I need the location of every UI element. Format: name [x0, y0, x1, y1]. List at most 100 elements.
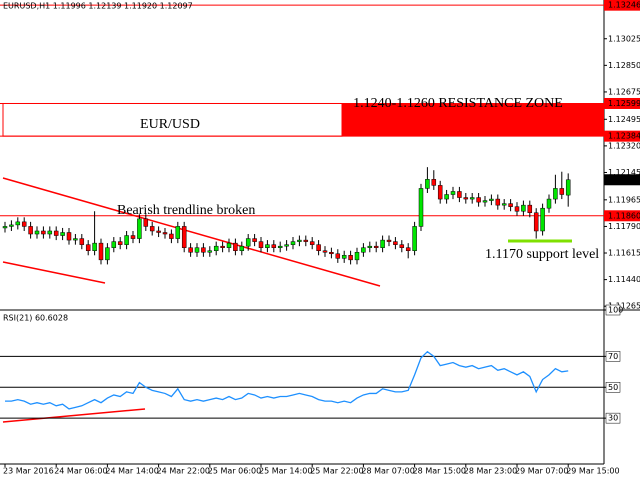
- candle-body: [85, 244, 91, 251]
- level-label: 1.13246: [608, 1, 640, 10]
- trendline: [2, 177, 381, 287]
- candle-body: [309, 241, 315, 245]
- candle-body: [565, 179, 571, 196]
- candle-body: [533, 212, 539, 232]
- candle-body: [553, 188, 558, 200]
- candle-body: [98, 242, 104, 261]
- candle-body: [130, 235, 136, 239]
- y-tick-label: 1.11265: [608, 302, 640, 311]
- candle-body: [482, 200, 488, 203]
- candle-body: [181, 226, 187, 248]
- zone-box: [2, 102, 343, 137]
- level-label-box: [604, 97, 640, 109]
- candle-body: [489, 198, 494, 201]
- annotation: 1.1170 support level: [485, 247, 599, 262]
- chart-title: EURUSD,H1 1.11996 1.12139 1.11920 1.1209…: [3, 2, 193, 11]
- candle-body: [162, 232, 168, 235]
- candle-body: [495, 198, 501, 206]
- candle-body: [47, 230, 53, 235]
- y-tick-label: 50: [608, 383, 618, 392]
- current-price-box: [604, 174, 640, 186]
- y-tick-label: 1.13025: [608, 34, 640, 43]
- y-tick-label: 1.11790: [608, 222, 640, 231]
- candle-body: [431, 179, 437, 186]
- candle-body: [354, 252, 360, 261]
- candle-body: [303, 239, 309, 242]
- candle-body: [239, 245, 245, 251]
- candle-body: [297, 239, 302, 242]
- candle-body: [105, 247, 110, 261]
- candle-body: [252, 238, 257, 242]
- candle-body: [28, 226, 33, 235]
- candle-body: [156, 230, 161, 233]
- candle-body: [463, 197, 469, 200]
- candle-body: [92, 242, 97, 251]
- annotation: EUR/USD: [140, 117, 200, 132]
- candle-body: [322, 250, 328, 253]
- x-tick-label: 25 Mar 06:00: [208, 467, 261, 476]
- candle-body: [137, 218, 142, 239]
- candle-body: [213, 245, 219, 251]
- candle-body: [469, 197, 475, 200]
- candle-body: [66, 232, 72, 241]
- rsi-trendline: [2, 408, 146, 423]
- current-price-label: 1.12097: [608, 175, 640, 184]
- y-tick-label: 1.12850: [608, 61, 640, 70]
- y-tick-label: 70: [608, 352, 618, 361]
- y-tick-label: 30: [608, 414, 618, 423]
- candle-body: [476, 197, 481, 203]
- candle-body: [9, 224, 14, 227]
- candle-body: [521, 204, 526, 212]
- annotation: Bearish trendline broken: [117, 203, 255, 218]
- x-tick-label: 29 Mar 07:00: [515, 467, 568, 476]
- candle-body: [149, 226, 155, 232]
- candle-body: [124, 235, 129, 245]
- annotation: 1.1240-1.1260 RESISTANCE ZONE: [353, 96, 563, 111]
- candle-body: [444, 194, 449, 200]
- candle-body: [73, 238, 78, 241]
- x-tick-label: 28 Mar 15:00: [413, 467, 466, 476]
- x-tick-label: 23 Mar 2016: [3, 467, 54, 476]
- candle-body: [527, 204, 533, 213]
- candle-body: [143, 218, 149, 227]
- candle-body: [367, 245, 373, 248]
- candle-body: [41, 230, 46, 235]
- y-tick-label: 100: [608, 306, 623, 315]
- candle-body: [457, 191, 462, 198]
- x-tick-label: 25 Mar 22:00: [310, 467, 363, 476]
- candle-body: [290, 241, 296, 245]
- candle-body: [393, 241, 398, 245]
- y-tick-label: 1.11440: [608, 275, 640, 284]
- candle-body: [53, 230, 59, 236]
- level-label-box: [604, 0, 640, 11]
- y-tick-label: 1.12675: [608, 87, 640, 96]
- candle-body: [335, 253, 341, 259]
- y-tick-box: [605, 304, 621, 316]
- candle-body: [373, 245, 379, 248]
- x-tick-label: 28 Mar 23:00: [464, 467, 517, 476]
- candle-body: [418, 188, 424, 227]
- candle-body: [284, 244, 289, 247]
- candle-body: [258, 241, 264, 248]
- candle-body: [425, 179, 430, 189]
- candle-body: [514, 206, 520, 212]
- x-tick-label: 29 Mar 15:00: [566, 467, 619, 476]
- candle-body: [380, 239, 385, 248]
- candle-body: [341, 255, 347, 259]
- candle-body: [508, 203, 513, 207]
- candle-body: [245, 238, 251, 247]
- candle-body: [501, 203, 507, 206]
- y-tick-label: 1.12495: [608, 115, 640, 124]
- trendline: [2, 261, 106, 284]
- x-tick-label: 24 Mar 06:00: [54, 467, 107, 476]
- candle-body: [2, 226, 8, 229]
- y-tick-label: 1.12145: [608, 168, 640, 177]
- candle-body: [348, 255, 353, 261]
- candle-body: [546, 198, 552, 209]
- rsi-line: [5, 350, 569, 410]
- x-tick-label: 24 Mar 22:00: [157, 467, 210, 476]
- candle-body: [361, 247, 366, 253]
- zone-fill: [342, 103, 604, 137]
- candle-body: [169, 233, 174, 239]
- candle-body: [329, 252, 334, 255]
